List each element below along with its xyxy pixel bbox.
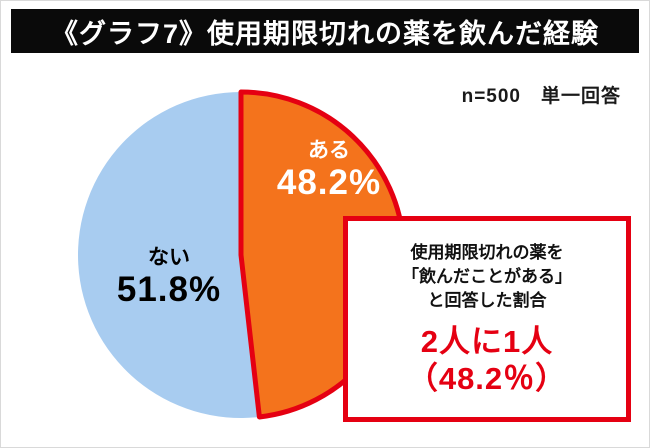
chart-title-bar: 《グラフ7》使用期限切れの薬を飲んだ経験 bbox=[11, 9, 639, 53]
callout-highlight: 2人に1人 （48.2％） bbox=[407, 323, 567, 397]
pie-slice-no bbox=[77, 92, 260, 418]
callout-line3: と回答した割合 bbox=[427, 290, 547, 310]
sample-note: n=500 単一回答 bbox=[461, 86, 621, 107]
callout-highlight-line1: 2人に1人 bbox=[420, 323, 554, 359]
callout-line2: 「飲んだことがある」 bbox=[402, 266, 572, 286]
callout-highlight-line2: （48.2％） bbox=[406, 360, 568, 396]
highlight-callout-box: 使用期限切れの薬を 「飲んだことがある」 と回答した割合 2人に1人 （48.2… bbox=[343, 216, 631, 422]
callout-description: 使用期限切れの薬を 「飲んだことがある」 と回答した割合 bbox=[402, 241, 572, 312]
chart-title: 《グラフ7》使用期限切れの薬を飲んだ経験 bbox=[50, 18, 599, 49]
callout-line1: 使用期限切れの薬を bbox=[410, 243, 564, 263]
